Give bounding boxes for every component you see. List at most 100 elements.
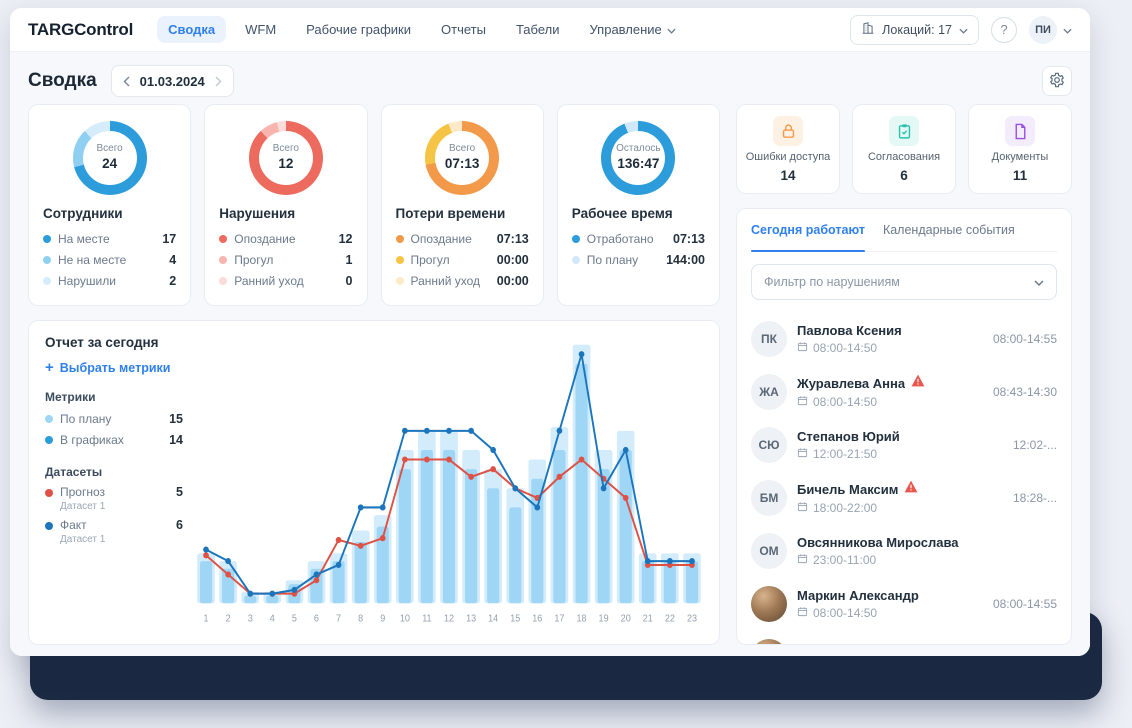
locations-label: Локаций: 17 (882, 22, 952, 37)
metric-label: В графиках (60, 432, 124, 447)
violations-filter-select[interactable]: Фильтр по нарушениям (751, 264, 1057, 300)
gear-icon (1049, 72, 1065, 91)
help-button[interactable]: ? (991, 16, 1017, 43)
user-avatar: ПИ (1029, 15, 1057, 44)
svg-text:5: 5 (292, 613, 297, 623)
avatar: ОМ (751, 532, 787, 569)
summary-card-violations: Всего 12 Нарушения Опоздание 12 (204, 104, 368, 306)
donut-center: Осталось 136:47 (611, 131, 666, 185)
svg-text:19: 19 (599, 613, 609, 623)
metric-label: По плану (60, 411, 112, 426)
svg-text:11: 11 (422, 613, 431, 623)
donut-center-value: 24 (102, 155, 118, 171)
chevron-down-icon (1063, 21, 1072, 39)
mini-card-label: Согласования (867, 151, 941, 163)
settings-button[interactable] (1042, 66, 1072, 96)
select-metrics-button[interactable]: + Выбрать метрики (45, 360, 183, 375)
svg-text:20: 20 (621, 613, 631, 623)
stat-row: Нарушили 2 (43, 270, 176, 291)
tab-calendar-events[interactable]: Календарные события (882, 223, 1015, 237)
lock-icon (773, 116, 803, 146)
panel-tabs: Сегодня работают Календарные события (751, 209, 1057, 252)
filter-placeholder: Фильтр по нарушениям (764, 275, 900, 289)
metric-row: В графиках 14 (45, 429, 183, 450)
employee-schedule: 23:00-11:00 (813, 552, 877, 567)
report-chart: 1 2 3 4 5 6 7 8 9 10 11 12 13 14 15 16 17 18 19 20 21 22 23 (197, 344, 701, 624)
legend-dot (395, 234, 404, 243)
building-icon (861, 21, 875, 38)
employee-row[interactable]: Маркин Александр 08:00-14:50 08:00-14:55 (751, 577, 1057, 630)
nav-item-wfm[interactable]: WFM (245, 22, 277, 37)
page-content: Сводка 01.03.2024 (10, 52, 1090, 656)
nav-item-management[interactable]: Управление (579, 16, 687, 43)
user-menu[interactable]: ПИ (1029, 15, 1072, 44)
mini-card-approvals[interactable]: Согласования 6 (852, 104, 956, 194)
dataset-subtitle: Датасет 1 (60, 501, 106, 512)
stat-value: 07:13 (673, 231, 705, 246)
stat-label: Ранний уход (234, 273, 304, 288)
report-card: Отчет за сегодня + Выбрать метрики Метри… (28, 320, 720, 645)
clipboard-check-icon (889, 116, 919, 146)
employee-actual-time: 08:00-14:55 (992, 596, 1057, 611)
stat-value: 1 (345, 252, 353, 267)
metric-row: По плану 15 (45, 408, 183, 429)
svg-text:17: 17 (554, 613, 564, 623)
calendar-icon (797, 447, 808, 461)
employee-row[interactable]: БМ Бичель Максим 18:00-22:00 (751, 471, 1057, 524)
stat-row: Опоздание 12 (219, 228, 353, 249)
stat-rows: Опоздание 07:13 Прогул 00:00 (395, 228, 529, 291)
today-panel: Сегодня работают Календарные события Фил… (736, 208, 1072, 645)
svg-text:15: 15 (510, 613, 520, 623)
card-title: Потери времени (395, 206, 506, 221)
chevron-left-icon[interactable] (123, 75, 130, 87)
dataset-label: Прогноз (60, 485, 106, 499)
report-legend: Отчет за сегодня + Выбрать метрики Метри… (45, 335, 183, 634)
employee-name: Журавлева Анна (797, 375, 906, 391)
employee-name: Павлова Ксения (797, 322, 902, 338)
tab-today-working[interactable]: Сегодня работают (751, 209, 865, 252)
legend-dot (45, 435, 53, 444)
mini-card-documents[interactable]: Документы 11 (968, 104, 1072, 194)
chevron-right-icon[interactable] (215, 75, 222, 87)
nav-item-reports[interactable]: Отчеты (441, 22, 486, 37)
dataset-row: Прогноз 5 Датасет 1 (45, 485, 183, 512)
employee-name: Бичель Максим (797, 481, 899, 497)
employee-list[interactable]: ПК Павлова Ксения 08:00-14:50 (751, 312, 1057, 644)
nav-item-summary[interactable]: Сводка (157, 16, 227, 43)
employee-actual-time: 18:28-... (1012, 490, 1057, 505)
dataset-subtitle: Датасет 1 (60, 534, 106, 545)
calendar-icon (797, 341, 808, 355)
svg-text:1: 1 (204, 613, 209, 623)
employee-schedule: 08:00-14:50 (813, 605, 878, 620)
stat-value: 00:00 (496, 273, 529, 288)
donut-center-value: 136:47 (617, 155, 660, 171)
svg-text:16: 16 (532, 613, 542, 623)
report-chart-area[interactable]: 1 2 3 4 5 6 7 8 9 10 11 12 13 14 15 16 17 18 19 20 21 22 23 (195, 335, 703, 634)
stat-label: По плану (586, 252, 639, 267)
right-column: Ошибки доступа 14 Согласования 6 (736, 104, 1072, 645)
warning-icon (904, 480, 918, 498)
dashboard-grid: Всего 24 Сотрудники На месте 17 (28, 104, 1072, 645)
calendar-icon (797, 606, 808, 620)
stat-row: Опоздание 07:13 (395, 228, 529, 249)
app-logo[interactable]: TARGControl (28, 19, 134, 39)
date-picker[interactable]: 01.03.2024 (110, 65, 234, 97)
employee-actual-time: 08:43-14:30 (992, 384, 1057, 399)
nav-item-timesheets[interactable]: Табели (515, 22, 560, 37)
nav-item-schedules[interactable]: Рабочие графики (306, 22, 412, 37)
employee-row[interactable]: Горячев Ярослав (751, 630, 1057, 644)
employee-row[interactable]: ПК Павлова Ксения 08:00-14:50 (751, 312, 1057, 365)
employee-row[interactable]: СЮ Степанов Юрий 12:00-21:50 (751, 418, 1057, 471)
employee-name: Маркин Александр (797, 587, 919, 603)
locations-selector[interactable]: Локаций: 17 (850, 14, 979, 45)
employee-row[interactable]: ЖА Журавлева Анна 08:00-14:50 (751, 365, 1057, 418)
summary-card-working-time: Осталось 136:47 Рабочее время Отработано… (556, 104, 720, 306)
employee-row[interactable]: ОМ Овсянникова Мирослава 23:00-11:00 (751, 524, 1057, 577)
legend-dot (45, 414, 53, 423)
warning-icon (911, 374, 925, 392)
avatar-photo (751, 638, 787, 644)
stat-value: 00:00 (496, 252, 529, 267)
legend-dot (571, 255, 580, 264)
mini-card-access-errors[interactable]: Ошибки доступа 14 (736, 104, 840, 194)
svg-text:2: 2 (226, 613, 231, 623)
